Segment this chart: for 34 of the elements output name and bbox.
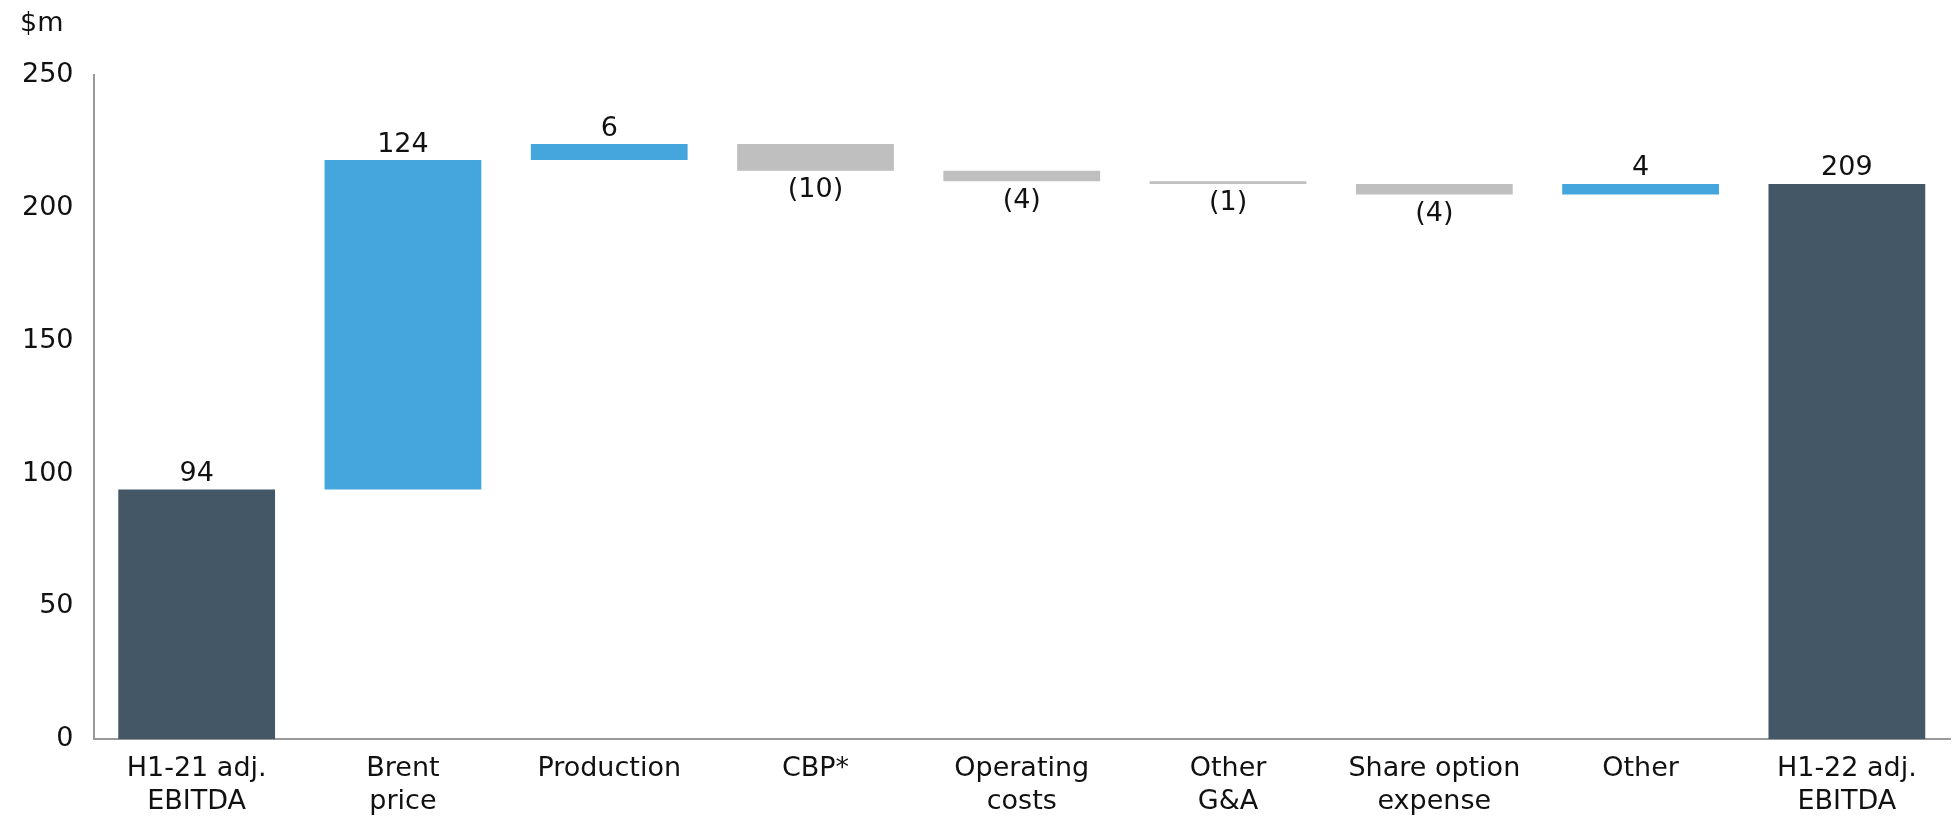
data-label: 4 [1632,150,1650,182]
x-tick-label: H1-21 adj. EBITDA [126,751,267,815]
x-tick-label: CBP* [781,751,850,783]
y-tick-label: 250 [21,57,74,89]
y-tick-label: 100 [21,455,74,487]
y-tick-label: 0 [56,721,74,753]
data-label: (10) [787,172,844,204]
y-tick-label: 200 [21,189,74,221]
data-label: 6 [600,110,618,142]
data-label: 124 [377,126,429,158]
x-tick-label: Other G&A [1189,751,1268,815]
bar [943,170,1101,182]
bar [1562,183,1719,195]
y-tick-label: 150 [21,322,74,354]
bar [324,160,482,490]
bar [118,489,276,740]
data-label: (4) [1002,182,1041,214]
x-tick-label: Brent price [366,751,440,815]
bar [1149,181,1307,184]
x-tick-label: Share option expense [1348,751,1521,815]
x-tick-label: Production [537,751,682,783]
bar [530,144,688,161]
bar [1355,183,1513,195]
y-tick-label: 50 [39,588,74,620]
data-label: (1) [1208,185,1248,217]
y-axis-title: $m [20,5,64,37]
data-label: 209 [1821,150,1873,182]
bar [737,144,894,171]
x-tick-label: Other [1602,751,1680,783]
bar [1768,183,1926,740]
x-tick-label: Operating costs [954,751,1090,815]
data-label: (4) [1415,196,1454,228]
data-label: 94 [179,455,214,487]
x-tick-label: H1-22 adj. EBITDA [1776,751,1917,815]
